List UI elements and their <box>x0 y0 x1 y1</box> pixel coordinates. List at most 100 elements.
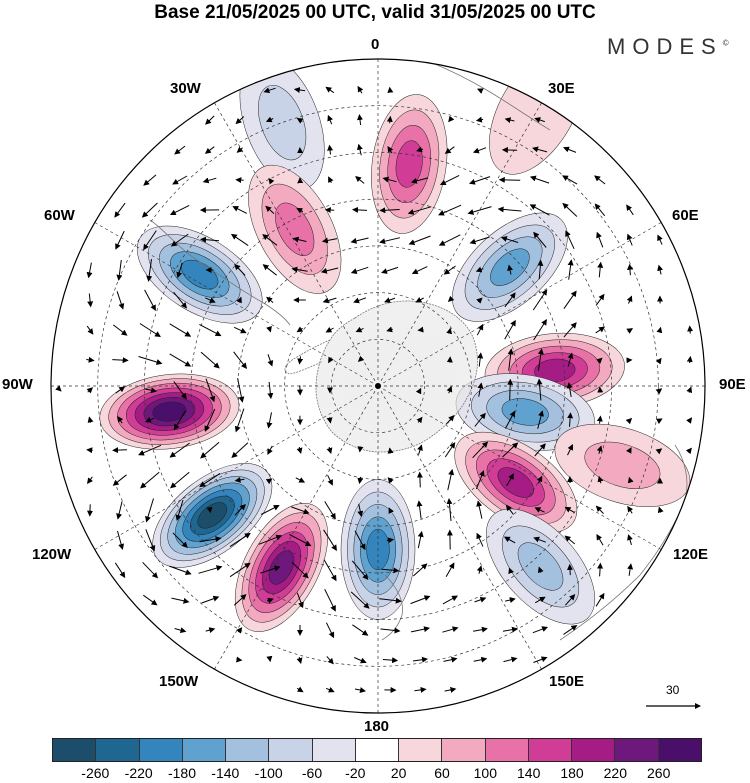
wind-arrow <box>327 474 333 486</box>
wind-arrow <box>407 206 432 215</box>
wind-arrow <box>529 204 550 216</box>
wind-arrow <box>229 532 251 548</box>
wind-arrow <box>503 536 516 544</box>
wind-arrow <box>469 176 491 185</box>
wind-arrow <box>325 622 335 639</box>
wind-arrow <box>235 177 244 184</box>
wind-arrow <box>233 594 247 606</box>
wind-arrow <box>416 471 423 488</box>
wind-arrow <box>387 86 394 94</box>
wind-arrow <box>169 323 192 337</box>
wind-arrow <box>357 503 364 518</box>
wind-arrow <box>656 326 663 334</box>
wind-arrow <box>594 175 606 185</box>
wind-arrow <box>379 237 401 245</box>
wind-arrow <box>507 348 514 371</box>
wind-arrow <box>533 319 547 341</box>
wind-arrow <box>262 264 277 276</box>
wind-arrow <box>596 357 603 364</box>
wind-arrow <box>476 532 484 547</box>
wind-arrow <box>562 175 578 185</box>
wind-arrow <box>356 143 363 156</box>
wind-arrow <box>507 378 514 401</box>
wind-arrow <box>563 290 577 309</box>
wind-arrow <box>657 506 664 514</box>
wind-arrow <box>116 260 123 281</box>
lon-label-60e: 60E <box>672 207 699 224</box>
wind-arrow <box>626 263 633 276</box>
wind-arrow <box>237 378 245 403</box>
wind-arrow <box>537 259 544 280</box>
wind-arrow <box>596 415 603 424</box>
wind-arrow <box>171 597 190 604</box>
meridian-line <box>377 385 542 670</box>
colorbar-tick-label: -60 <box>301 765 323 781</box>
wind-arrow <box>444 146 455 154</box>
colorbar-swatch <box>658 739 701 761</box>
wind-arrow <box>350 266 369 274</box>
colorbar-tick-label: -220 <box>124 765 153 781</box>
antarctica-landmass <box>315 300 478 453</box>
wind-arrow <box>381 266 399 274</box>
wind-arrow <box>357 114 363 126</box>
wind-arrow <box>476 323 484 336</box>
wind-arrow <box>145 529 156 552</box>
wind-arrow <box>176 262 183 279</box>
wind-arrow <box>597 562 604 577</box>
wind-arrow <box>296 686 304 693</box>
wind-arrow <box>112 357 129 364</box>
wind-arrow <box>443 265 456 275</box>
contour-level <box>152 401 187 422</box>
new-zealand-coast <box>381 574 403 641</box>
wind-arrow <box>563 322 577 338</box>
wind-arrow <box>265 478 273 485</box>
anomaly-cell-3 <box>455 373 595 451</box>
lon-label-30e: 30E <box>548 80 575 97</box>
wind-arrow <box>352 206 368 213</box>
wind-arrow <box>534 443 546 457</box>
wind-arrow <box>416 416 423 424</box>
wind-arrow <box>138 444 162 456</box>
wind-arrow <box>289 533 312 547</box>
colorbar-tick-label: 20 <box>390 765 407 781</box>
wind-arrow <box>175 499 184 521</box>
lon-label-60w: 60W <box>44 207 75 224</box>
wind-arrow <box>474 596 487 603</box>
contour-level <box>501 398 549 426</box>
wind-arrow <box>232 206 248 214</box>
wind-arrow <box>505 597 516 603</box>
wind-arrow <box>477 382 484 397</box>
wind-arrow <box>565 230 575 250</box>
wind-arrow <box>447 468 455 491</box>
wind-arrow <box>473 656 488 663</box>
wind-arrow <box>504 117 515 124</box>
wind-arrow <box>267 381 274 400</box>
wind-arrow <box>414 686 427 693</box>
wind-arrow <box>291 266 308 273</box>
reference-vector-label: 30 <box>666 683 680 697</box>
map-boundary <box>50 58 706 714</box>
wind-arrow <box>534 596 546 604</box>
wind-arrow <box>201 595 220 604</box>
lon-label-90e: 90E <box>719 376 746 393</box>
wind-arrow <box>353 297 367 304</box>
wind-arrow <box>627 476 634 484</box>
wind-arrow <box>567 412 574 427</box>
lon-label-150e: 150E <box>549 673 585 690</box>
wind-arrow <box>657 264 664 275</box>
wind-arrow <box>355 175 365 184</box>
wind-arrow <box>626 295 633 304</box>
wind-arrow <box>199 323 222 337</box>
wind-arrow <box>563 625 578 635</box>
wind-arrow <box>626 233 633 246</box>
wind-arrow <box>532 146 548 153</box>
wind-arrow <box>328 356 334 364</box>
wind-arrow <box>350 237 369 244</box>
wind-arrow <box>169 442 190 458</box>
wind-arrow <box>475 470 485 490</box>
wind-arrow <box>170 471 190 489</box>
wind-arrow <box>537 348 544 371</box>
wind-arrow <box>380 627 401 634</box>
wind-arrow <box>116 501 123 520</box>
